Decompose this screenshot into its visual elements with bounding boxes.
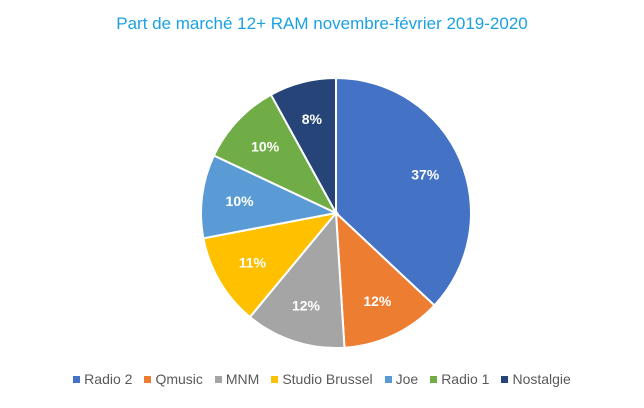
legend-label: Joe	[395, 371, 419, 387]
legend-label: Qmusic	[155, 371, 203, 387]
pie-slice-studio-brussel	[202, 211, 339, 319]
data-label-radio-2: 37%	[411, 166, 440, 182]
legend-item-nostalgie: Nostalgie	[501, 371, 571, 387]
legend-swatch	[430, 375, 438, 383]
data-label-studio-brussel: 11%	[239, 254, 267, 270]
pie-slice-radio-2	[335, 76, 472, 307]
data-label-qmusic: 12%	[363, 293, 392, 309]
data-label-joe: 10%	[226, 193, 255, 209]
data-label-mnm: 12%	[292, 297, 321, 313]
pie-slice-nostalgie	[269, 76, 337, 214]
legend-label: Studio Brussel	[282, 371, 373, 387]
legend-swatch	[384, 375, 392, 383]
legend-label: MNM	[225, 371, 260, 387]
chart-title: Part de marché 12+ RAM novembre-février …	[116, 14, 528, 33]
legend-item-qmusic: Qmusic	[144, 371, 203, 387]
legend-label: Nostalgie	[512, 371, 571, 387]
pie-slice-joe	[200, 154, 340, 240]
legend-swatch	[271, 375, 279, 383]
legend-swatch	[144, 375, 152, 383]
legend-label: Radio 2	[84, 371, 133, 387]
legend: Radio 2 Qmusic MNM Studio Brussel Joe Radio 1…	[0, 371, 644, 387]
legend-item-joe: Joe	[384, 371, 419, 387]
legend-item-studio-brussel: Studio Brussel	[271, 371, 373, 387]
legend-swatch	[73, 375, 81, 383]
legend-item-mnm: MNM	[214, 371, 260, 387]
legend-swatch	[214, 375, 222, 383]
data-label-radio-1: 10%	[251, 138, 280, 154]
pie-slice-mnm	[248, 210, 346, 349]
legend-item-radio-2: Radio 2	[73, 371, 132, 387]
pie-slice-qmusic	[334, 210, 436, 349]
legend-label: Radio 1	[441, 371, 490, 387]
data-label-nostalgie: 8%	[302, 111, 323, 127]
pie-slice-radio-1	[212, 93, 339, 216]
legend-item-radio-1: Radio 1	[430, 371, 489, 387]
legend-swatch	[501, 375, 509, 383]
